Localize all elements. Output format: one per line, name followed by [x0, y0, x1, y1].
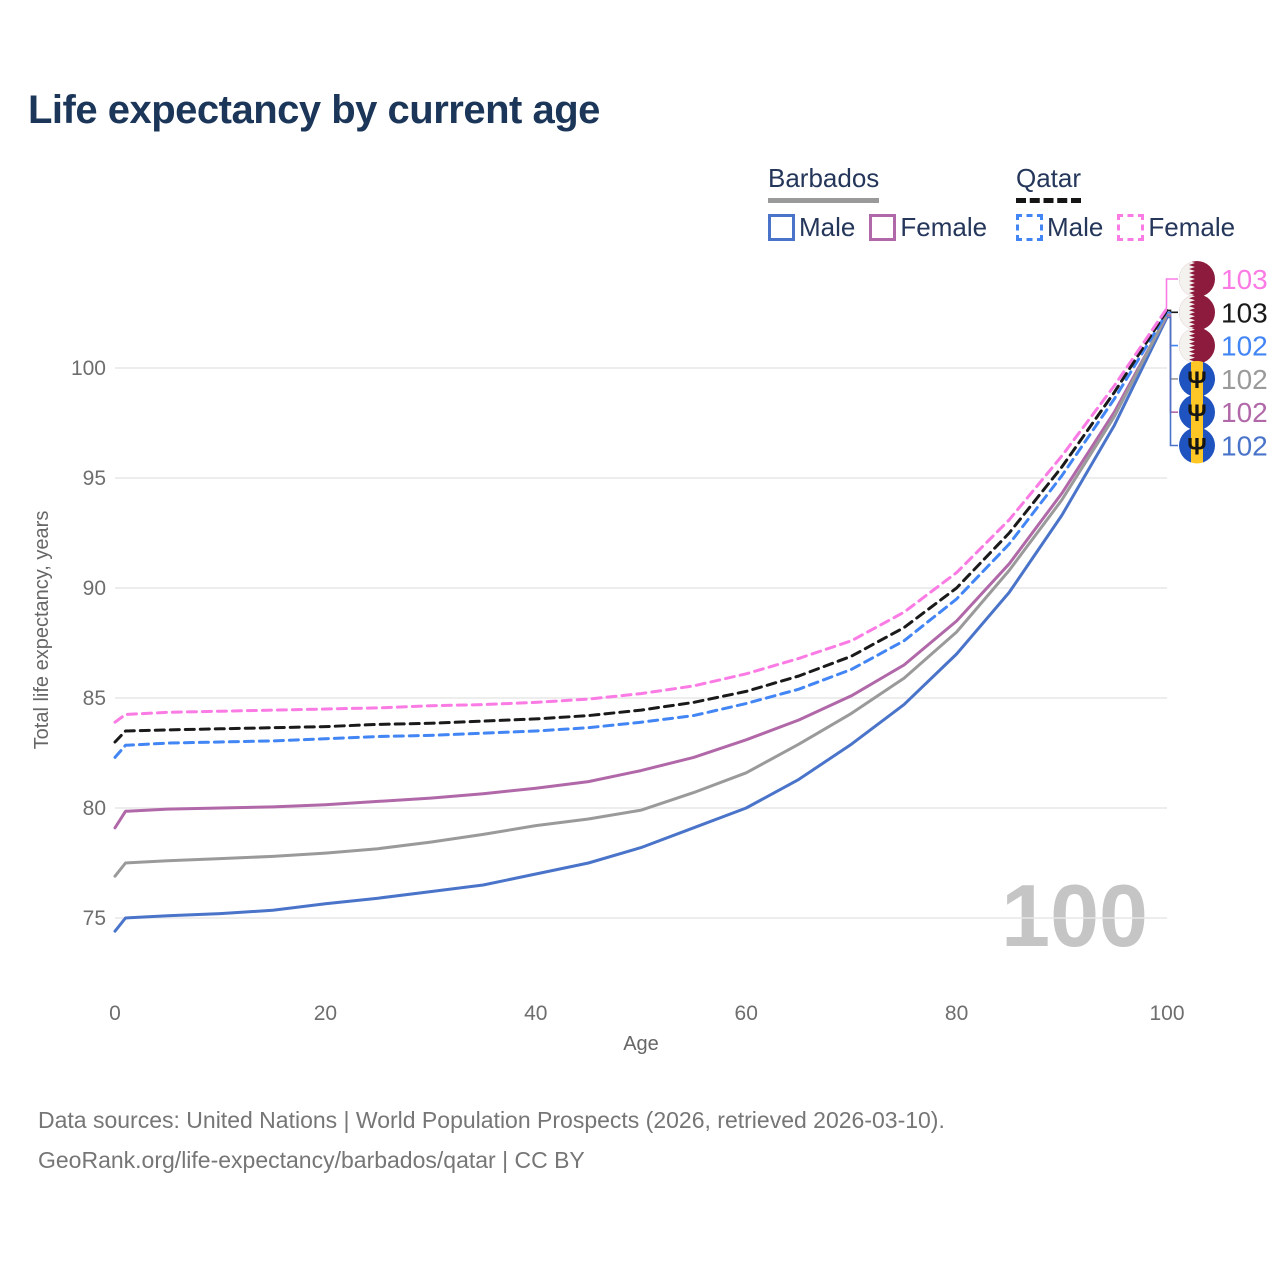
trident-icon: Ψ	[1187, 434, 1206, 461]
x-tick-label: 40	[524, 1002, 547, 1025]
legend-item-qatar-male[interactable]: Male	[1016, 212, 1103, 243]
qatar-flag-icon	[1179, 327, 1215, 364]
series-line-qatar-male	[113, 311, 1169, 759]
x-axis-title: Age	[623, 1033, 659, 1055]
y-tick-label: 80	[83, 797, 106, 820]
y-tick-label: 85	[83, 687, 106, 710]
end-value-label-qatar-total: 103	[1221, 297, 1268, 328]
leader-line-barbados-female	[1167, 314, 1178, 413]
legend-item-barbados-male[interactable]: Male	[768, 212, 855, 243]
x-tick-label: 80	[945, 1002, 968, 1025]
y-tick-label: 95	[83, 467, 106, 490]
page-title: Life expectancy by current age	[28, 88, 600, 132]
legend-item-label: Female	[1148, 212, 1236, 242]
y-tick-label: 90	[83, 577, 106, 600]
series-line-barbados-total	[113, 312, 1169, 878]
barbados-flag-icon: Ψ	[1179, 427, 1215, 464]
qatar-male-swatch-icon	[1016, 214, 1043, 241]
barbados-flag-icon: Ψ	[1179, 394, 1215, 431]
y-axis-title: Total life expectancy, years	[31, 511, 53, 750]
hovered-age-watermark: 100	[1001, 866, 1148, 965]
barbados-flag-icon: Ψ	[1179, 360, 1215, 397]
x-tick-label: 60	[735, 1002, 758, 1025]
x-tick-label: 0	[109, 1002, 121, 1025]
qatar-flag-icon	[1179, 261, 1215, 297]
end-value-label-barbados-female: 102	[1221, 397, 1268, 428]
plot-area[interactable]	[115, 290, 1167, 920]
qatar-flag-icon	[1179, 294, 1215, 331]
legend-country-barbados[interactable]: Barbados	[768, 163, 880, 203]
legend-group-barbados: Barbados Male Female	[768, 163, 987, 243]
series-line-qatar-female	[113, 306, 1169, 724]
end-value-label-qatar-female: 103	[1221, 264, 1268, 295]
legend-item-label: Male	[799, 212, 856, 242]
legend-item-label: Female	[900, 212, 988, 242]
legend-item-label: Male	[1047, 212, 1104, 242]
end-value-label-barbados-male: 102	[1221, 431, 1268, 462]
footer-data-sources: Data sources: United Nations | World Pop…	[38, 1107, 945, 1133]
trident-icon: Ψ	[1187, 400, 1206, 427]
qatar-female-swatch-icon	[1117, 214, 1145, 241]
series-line-barbados-female	[113, 314, 1169, 830]
footer-attribution: GeoRank.org/life-expectancy/barbados/qat…	[38, 1147, 585, 1173]
leader-line-barbados-male	[1167, 316, 1178, 447]
end-value-label-barbados-total: 102	[1221, 364, 1268, 395]
leader-line-qatar-female	[1165, 278, 1178, 309]
series-line-barbados-male	[113, 315, 1169, 933]
leader-line-qatar-total	[1167, 309, 1178, 314]
y-tick-label: 75	[83, 907, 106, 930]
legend-item-qatar-female[interactable]: Female	[1117, 212, 1235, 243]
barbados-male-swatch-icon	[768, 214, 795, 241]
leader-line-barbados-total	[1167, 313, 1178, 380]
trident-icon: Ψ	[1187, 367, 1206, 394]
legend-group-qatar: Qatar Male Female	[1016, 163, 1235, 243]
x-tick-label: 20	[314, 1002, 337, 1025]
barbados-female-swatch-icon	[869, 214, 897, 241]
x-tick-label: 100	[1149, 1002, 1184, 1025]
legend-item-barbados-female[interactable]: Female	[869, 212, 987, 243]
y-tick-label: 100	[71, 357, 106, 380]
legend-country-qatar[interactable]: Qatar	[1016, 163, 1082, 203]
series-line-qatar-total	[113, 308, 1169, 744]
end-value-label-qatar-male: 102	[1221, 331, 1268, 362]
